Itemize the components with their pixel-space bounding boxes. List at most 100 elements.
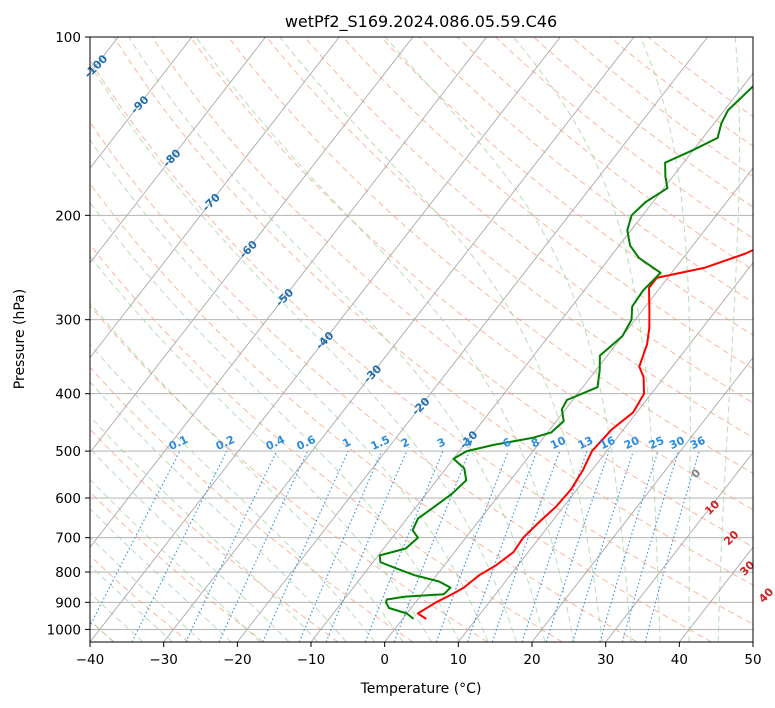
dry-adiabat-line bbox=[90, 491, 264, 642]
mixing-ratio-line bbox=[572, 450, 634, 642]
x-tick-label: −20 bbox=[223, 652, 252, 668]
mixing-ratio-line bbox=[90, 450, 181, 627]
moist-adiabat-line bbox=[90, 507, 232, 642]
mixing-ratio-line bbox=[325, 450, 408, 642]
moist-adiabat-label: 40 bbox=[756, 585, 775, 605]
mixing-ratio-line bbox=[393, 450, 471, 642]
mixing-ratio-label: 3 bbox=[435, 435, 447, 450]
plot-background-lines bbox=[90, 37, 753, 642]
y-tick-label: 700 bbox=[55, 531, 81, 547]
x-tick-label: 0 bbox=[380, 652, 389, 668]
y-tick-label: 800 bbox=[55, 565, 81, 581]
plot-frame bbox=[89, 36, 754, 643]
mixing-ratio-line bbox=[364, 450, 444, 642]
y-axis-label: Pressure (hPa) bbox=[12, 289, 28, 389]
dewpoint-profile-line bbox=[378, 84, 753, 620]
mixing-ratio-line bbox=[218, 450, 309, 642]
isotherm-line bbox=[457, 262, 753, 642]
x-tick-label: −30 bbox=[149, 652, 178, 668]
moist-adiabat-line bbox=[90, 447, 290, 642]
moist-adiabat-line bbox=[279, 37, 603, 642]
mixing-ratio-line bbox=[298, 450, 383, 642]
mixing-ratio-label: 20 bbox=[622, 434, 642, 452]
mixing-ratio-line bbox=[621, 450, 680, 642]
isotherm-label: -100 bbox=[82, 52, 111, 81]
mixing-ratio-label: 25 bbox=[647, 434, 666, 452]
moist-adiabat-line bbox=[90, 302, 404, 642]
mixing-ratio-label: 1.5 bbox=[369, 433, 392, 453]
isotherm-label: -70 bbox=[200, 191, 223, 214]
isotherm-line bbox=[90, 37, 561, 642]
isotherm-label: -30 bbox=[361, 362, 384, 385]
moist-adiabat-line bbox=[90, 63, 517, 642]
dry-adiabat-line bbox=[90, 182, 638, 642]
moist-adiabat-line bbox=[90, 255, 432, 642]
moist-adiabat-line bbox=[90, 139, 489, 642]
dry-adiabat-line bbox=[456, 37, 753, 271]
mixing-ratio-label: 13 bbox=[576, 434, 595, 452]
isotherm-label: -90 bbox=[128, 93, 151, 116]
mixing-ratio-line bbox=[466, 450, 538, 642]
y-tick-label: 200 bbox=[55, 208, 81, 224]
x-axis-ticks: −40 −30 −20 −10 0 10 20 30 40 50 bbox=[76, 642, 762, 668]
y-tick-label: 500 bbox=[55, 444, 81, 460]
moist-adiabat-line bbox=[513, 37, 661, 642]
moist-adiabat-line bbox=[128, 37, 546, 642]
dry-adiabat-line bbox=[90, 366, 414, 642]
isotherm-label: -40 bbox=[313, 329, 336, 352]
isotherm-line bbox=[90, 37, 340, 359]
dry-adiabat-line bbox=[266, 37, 753, 439]
x-tick-label: 10 bbox=[450, 652, 467, 668]
isotherm-label: -50 bbox=[273, 286, 296, 309]
isotherm-line bbox=[531, 356, 753, 642]
mixing-ratio-label: 10 bbox=[548, 434, 568, 452]
mixing-ratio-label: 6 bbox=[501, 435, 514, 450]
dry-adiabat-line bbox=[113, 37, 753, 586]
dry-adiabat-line bbox=[418, 37, 753, 303]
moist-adiabat-line bbox=[195, 37, 575, 642]
y-tick-label: 600 bbox=[55, 491, 81, 507]
isotherm-line bbox=[90, 37, 193, 169]
mixing-ratio-line bbox=[131, 450, 228, 642]
moist-adiabat-line bbox=[90, 478, 261, 642]
moist-adiabat-label: 30 bbox=[737, 558, 757, 578]
plot-data-lines bbox=[378, 84, 753, 620]
isotherm-line bbox=[236, 37, 708, 642]
mixing-ratio-label: 0.2 bbox=[214, 433, 237, 453]
y-tick-label: 300 bbox=[55, 313, 81, 329]
isotherm-label: -80 bbox=[160, 146, 183, 169]
mixing-ratio-line bbox=[644, 450, 700, 642]
isotherm-line bbox=[163, 37, 635, 642]
moist-adiabat-label: 20 bbox=[721, 528, 741, 548]
moist-adiabat-line bbox=[90, 343, 376, 642]
chart-title: wetPf2_S169.2024.086.05.59.C46 bbox=[285, 12, 557, 32]
mixing-ratio-label: 0.1 bbox=[167, 433, 190, 453]
mixing-ratio-line bbox=[185, 450, 278, 642]
isotherm-line bbox=[310, 72, 753, 642]
isotherm-label: -20 bbox=[409, 395, 432, 418]
y-tick-label: 400 bbox=[55, 387, 81, 403]
moist-adiabat-line bbox=[90, 201, 461, 642]
moist-adiabat-line bbox=[90, 536, 203, 642]
x-tick-label: −40 bbox=[76, 652, 105, 668]
mixing-ratio-label: 0.4 bbox=[264, 433, 287, 453]
x-tick-label: −10 bbox=[297, 652, 326, 668]
moist-adiabat-line bbox=[90, 381, 347, 642]
dry-adiabat-line bbox=[533, 37, 753, 208]
dry-adiabat-line bbox=[90, 121, 712, 642]
isotherm-line bbox=[752, 641, 753, 642]
mixing-ratio-line bbox=[435, 450, 509, 642]
mixing-ratio-label: 30 bbox=[667, 434, 687, 452]
mixing-ratio-line bbox=[262, 450, 349, 642]
x-tick-label: 30 bbox=[597, 652, 614, 668]
temperature-profile-line bbox=[416, 248, 753, 620]
dry-adiabat-line bbox=[151, 37, 753, 548]
mixing-ratio-line bbox=[521, 450, 588, 642]
dry-adiabat-line bbox=[647, 37, 753, 118]
isotherm-label: -60 bbox=[237, 238, 260, 261]
dry-adiabat-line bbox=[189, 37, 753, 511]
moist-adiabat-line bbox=[717, 37, 740, 642]
y-tick-label: 100 bbox=[55, 30, 81, 46]
mixing-ratio-label: 36 bbox=[688, 434, 708, 452]
